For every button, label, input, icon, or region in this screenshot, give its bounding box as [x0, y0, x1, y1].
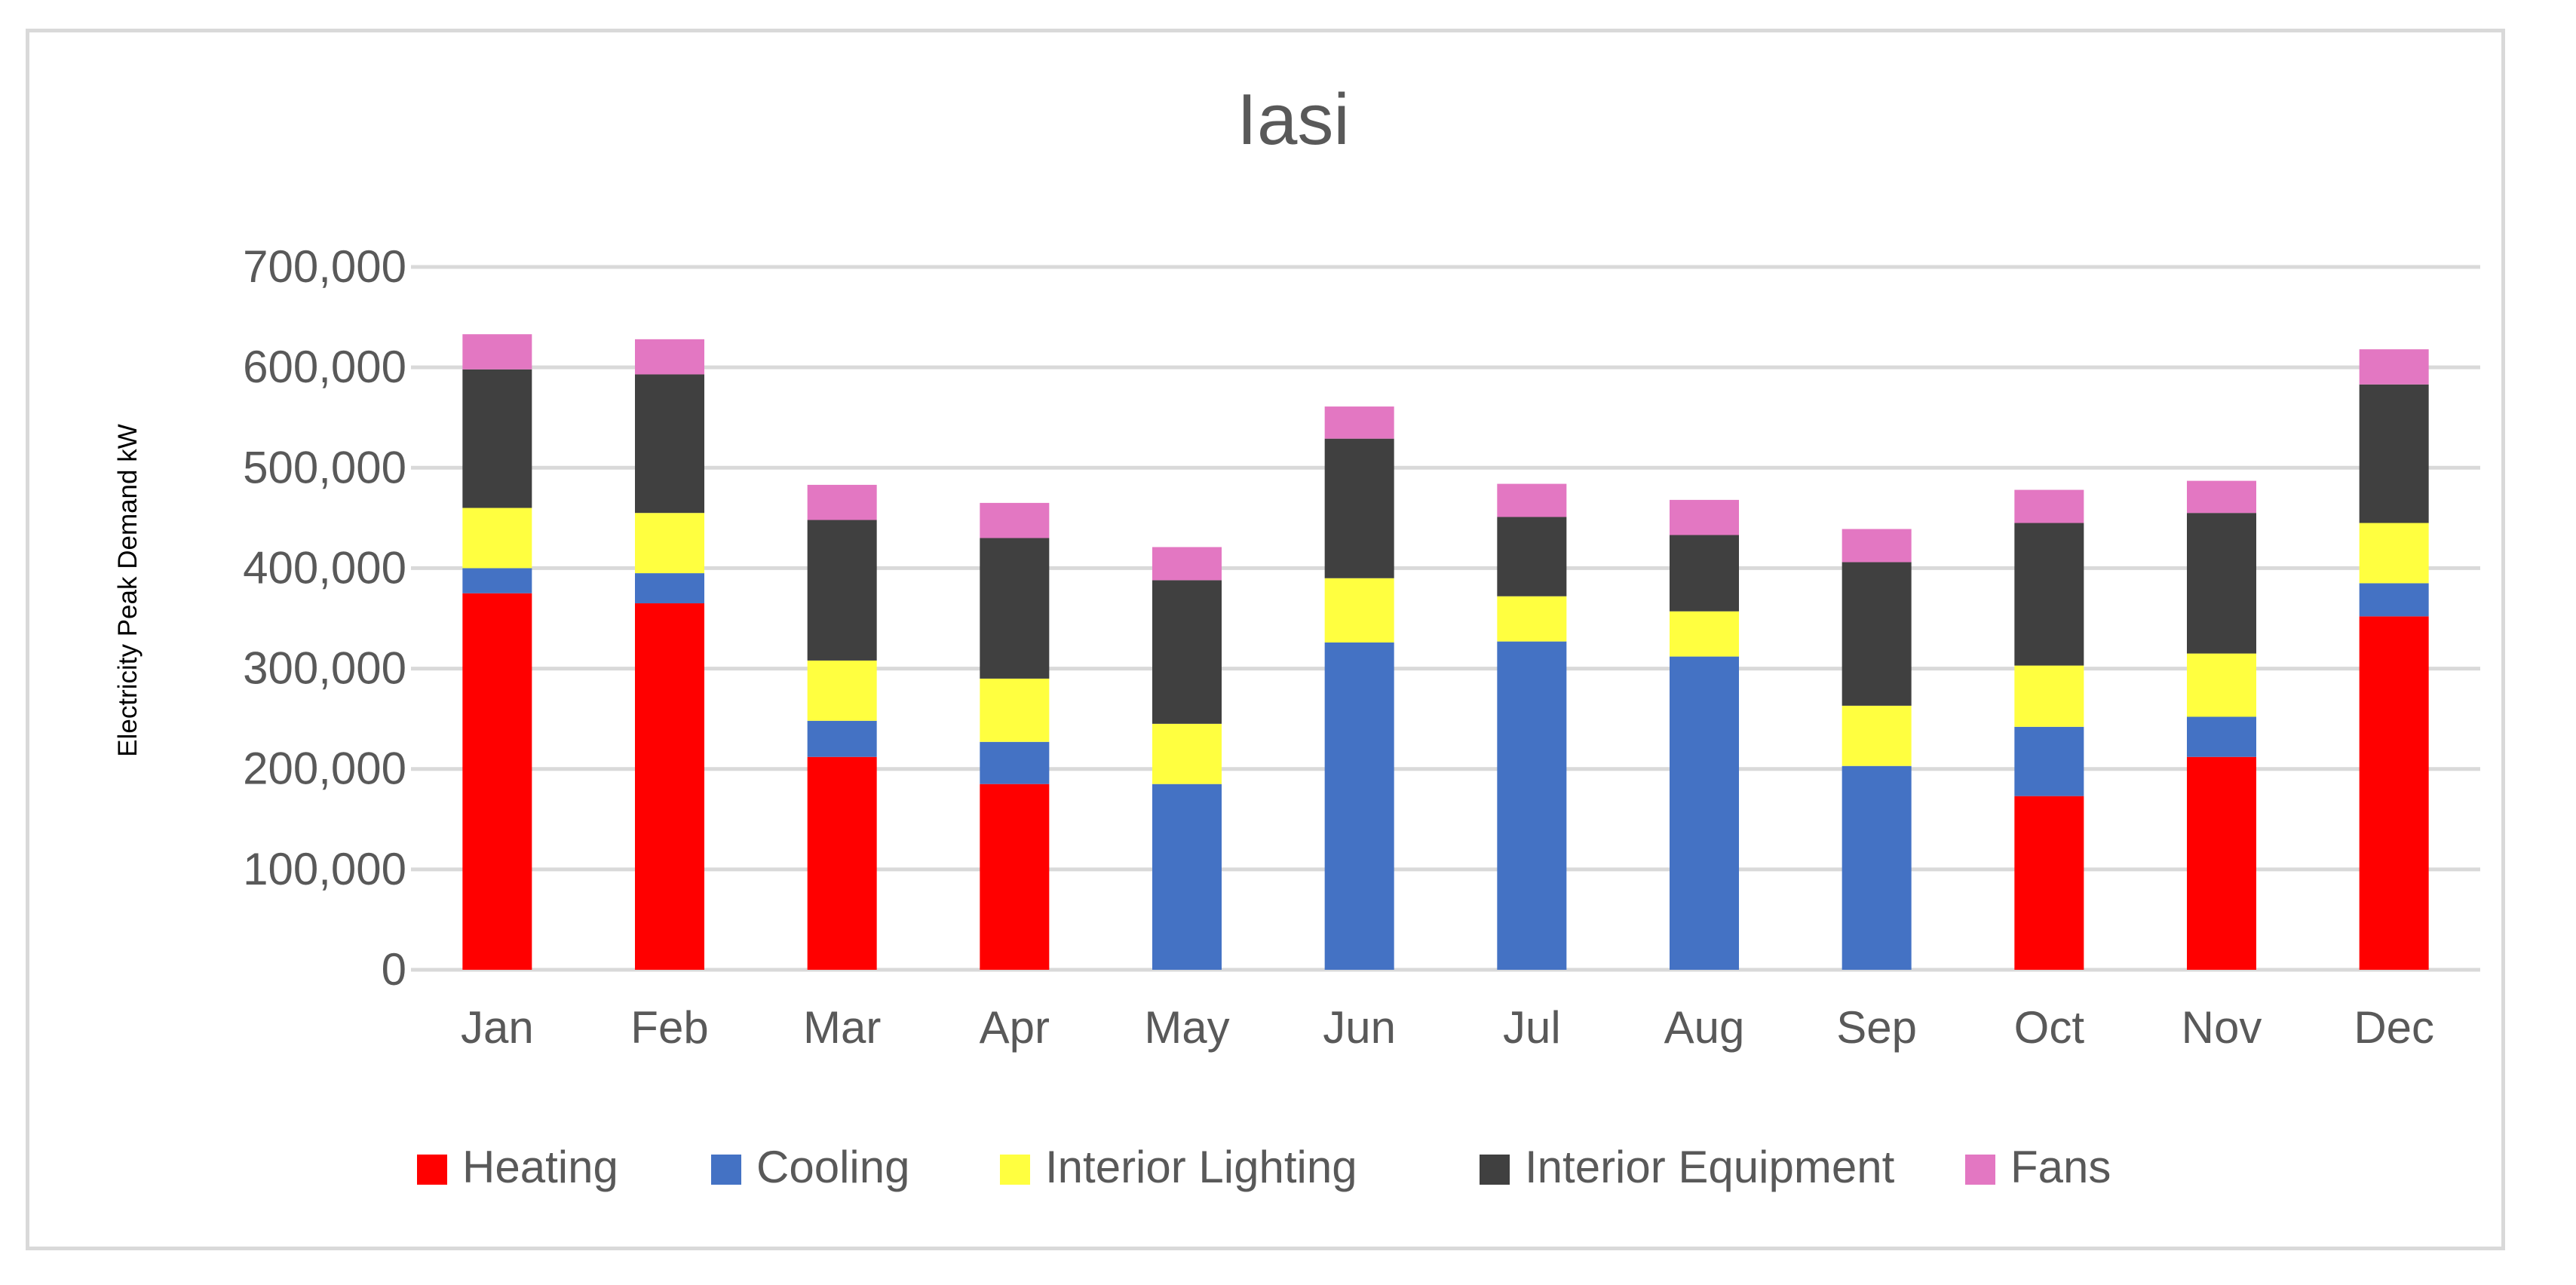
- legend-label-cooling: Cooling: [756, 1142, 909, 1192]
- bar-interior-lighting-feb: [635, 513, 704, 574]
- bar-fans-may: [1152, 547, 1222, 581]
- bar-fans-feb: [635, 339, 704, 375]
- legend-swatch-interior-equipment: [1480, 1155, 1510, 1185]
- bar-interior-equipment-jul: [1497, 517, 1567, 596]
- bar-heating-oct: [2014, 796, 2084, 970]
- bar-interior-equipment-apr: [980, 538, 1050, 679]
- bar-interior-equipment-jan: [462, 369, 532, 508]
- bar-heating-feb: [635, 603, 704, 970]
- legend: Heating Cooling Interior Lighting Interior …: [417, 1142, 2111, 1192]
- bar-interior-lighting-aug: [1670, 611, 1739, 657]
- x-tick-label: Aug: [1664, 1002, 1745, 1053]
- bar-cooling-dec: [2359, 583, 2429, 617]
- y-tick-label: 200,000: [243, 744, 406, 794]
- bar-interior-lighting-mar: [807, 660, 877, 721]
- bar-interior-equipment-dec: [2359, 384, 2429, 523]
- legend-label-interior-equipment: Interior Equipment: [1525, 1142, 1895, 1192]
- bar-fans-nov: [2187, 480, 2256, 514]
- x-axis-tick-labels: Jan Feb Mar Apr May Jun Jul Aug Sep Oct Nov Dec: [461, 1002, 2434, 1053]
- bar-interior-lighting-dec: [2359, 523, 2429, 584]
- legend-swatch-cooling: [711, 1155, 741, 1185]
- x-tick-label: Dec: [2354, 1002, 2434, 1053]
- bar-fans-dec: [2359, 349, 2429, 385]
- y-tick-label: 400,000: [243, 542, 406, 593]
- y-tick-label: 700,000: [243, 241, 406, 292]
- bar-interior-lighting-jul: [1497, 596, 1567, 642]
- y-tick-label: 600,000: [243, 342, 406, 392]
- y-axis-tick-labels: 0 100,000 200,000 300,000 400,000 500,000 600,…: [243, 241, 406, 995]
- legend-swatch-heating: [417, 1155, 447, 1185]
- bar-cooling-jul: [1497, 641, 1567, 970]
- legend-label-interior-lighting: Interior Lighting: [1045, 1142, 1357, 1192]
- bar-cooling-may: [1152, 784, 1222, 970]
- chart-frame: Iasi 0 100,000 200,000 300,000 400,000 500,00…: [26, 29, 2505, 1250]
- bar-interior-equipment-aug: [1670, 535, 1739, 612]
- bar-heating-jan: [462, 593, 532, 970]
- bar-heating-mar: [807, 756, 877, 970]
- bar-interior-lighting-nov: [2187, 653, 2256, 717]
- bar-interior-lighting-jan: [462, 508, 532, 569]
- y-tick-label: 500,000: [243, 442, 406, 492]
- bar-interior-equipment-feb: [635, 374, 704, 514]
- bar-interior-lighting-jun: [1324, 578, 1394, 642]
- x-tick-label: Mar: [803, 1002, 881, 1053]
- bar-cooling-sep: [1842, 765, 1912, 970]
- bar-interior-lighting-may: [1152, 723, 1222, 784]
- legend-swatch-interior-lighting: [1000, 1155, 1030, 1185]
- bar-cooling-feb: [635, 573, 704, 604]
- bar-fans-jun: [1324, 406, 1394, 439]
- bar-interior-equipment-may: [1152, 580, 1222, 724]
- bar-interior-lighting-oct: [2014, 665, 2084, 727]
- x-tick-label: May: [1144, 1002, 1229, 1053]
- bar-interior-equipment-mar: [807, 520, 877, 661]
- bar-fans-apr: [980, 502, 1050, 538]
- bar-heating-dec: [2359, 616, 2429, 970]
- bars: [462, 334, 2429, 970]
- bar-cooling-jun: [1324, 642, 1394, 970]
- bar-fans-jan: [462, 334, 532, 370]
- bar-heating-nov: [2187, 756, 2256, 970]
- chart-title: Iasi: [1237, 79, 1349, 160]
- bar-fans-sep: [1842, 529, 1912, 563]
- bar-interior-equipment-jun: [1324, 438, 1394, 578]
- y-tick-label: 100,000: [243, 844, 406, 894]
- bar-fans-aug: [1670, 499, 1739, 535]
- x-tick-label: Jan: [461, 1002, 534, 1053]
- bar-cooling-nov: [2187, 716, 2256, 757]
- y-axis-label: Electricity Peak Demand kW: [113, 424, 143, 757]
- bar-cooling-mar: [807, 720, 877, 757]
- bar-fans-oct: [2014, 489, 2084, 523]
- legend-label-heating: Heating: [462, 1142, 618, 1192]
- bar-interior-lighting-apr: [980, 678, 1050, 742]
- bar-interior-equipment-sep: [1842, 562, 1912, 706]
- bar-cooling-apr: [980, 741, 1050, 784]
- bar-interior-equipment-oct: [2014, 523, 2084, 666]
- x-tick-label: Sep: [1836, 1002, 1917, 1053]
- bar-heating-apr: [980, 784, 1050, 970]
- bar-cooling-aug: [1670, 656, 1739, 970]
- x-tick-label: Nov: [2182, 1002, 2262, 1053]
- x-tick-label: Apr: [980, 1002, 1050, 1053]
- bar-cooling-oct: [2014, 726, 2084, 796]
- x-tick-label: Feb: [630, 1002, 708, 1053]
- legend-label-fans: Fans: [2010, 1142, 2111, 1192]
- bar-fans-mar: [807, 484, 877, 520]
- bar-interior-lighting-sep: [1842, 705, 1912, 766]
- x-tick-label: Jun: [1323, 1002, 1396, 1053]
- bar-cooling-jan: [462, 568, 532, 593]
- bar-fans-jul: [1497, 483, 1567, 517]
- chart-svg: Iasi 0 100,000 200,000 300,000 400,000 500,00…: [113, 79, 2480, 1192]
- legend-swatch-fans: [1965, 1155, 1995, 1185]
- x-tick-label: Jul: [1503, 1002, 1561, 1053]
- y-tick-label: 300,000: [243, 643, 406, 694]
- bar-interior-equipment-nov: [2187, 513, 2256, 654]
- gridlines: [411, 265, 2480, 972]
- y-tick-label: 0: [382, 944, 406, 995]
- x-tick-label: Oct: [2014, 1002, 2085, 1053]
